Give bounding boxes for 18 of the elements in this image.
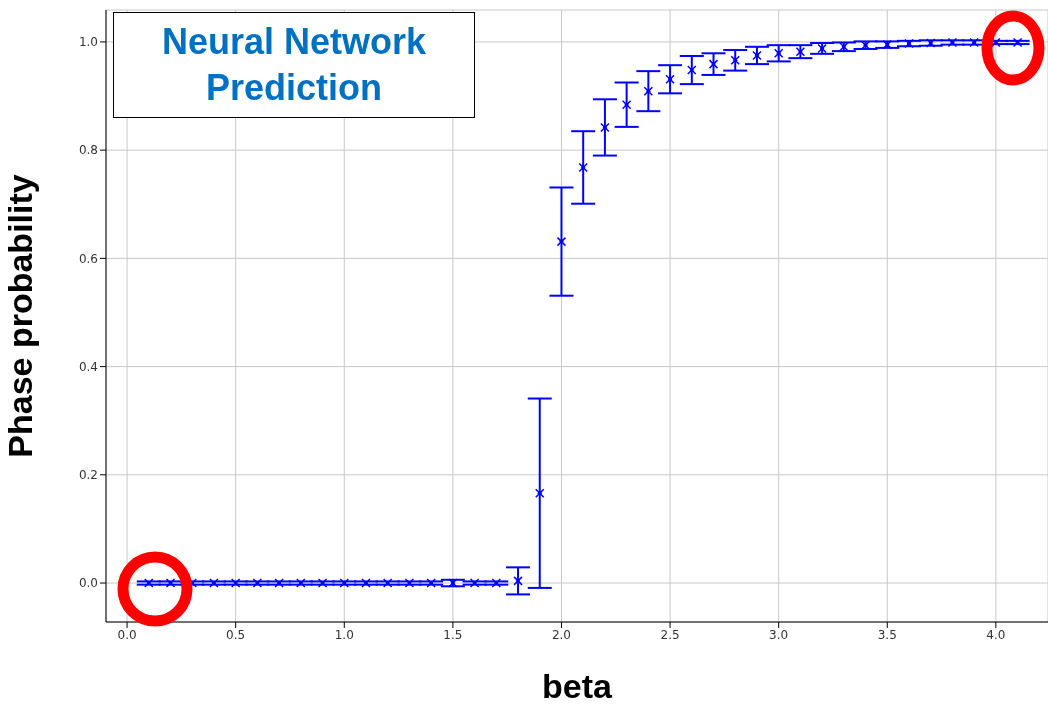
y-tick-label: 0.4	[78, 359, 98, 374]
x-tick-label: 2.0	[551, 627, 572, 642]
x-tick-label: 2.5	[660, 627, 680, 642]
x-tick-label: 4.0	[986, 627, 1006, 642]
y-tick-label: 1.0	[78, 35, 98, 50]
annotation: Neural Network Prediction	[113, 12, 475, 118]
x-tick-label: 3.0	[769, 627, 789, 642]
x-tick-label: 1.5	[443, 627, 463, 642]
x-tick-label: 3.5	[877, 627, 897, 642]
y-tick-label: 0.6	[78, 251, 98, 266]
y-tick-label: 0.2	[78, 468, 98, 483]
x-tick-label: 0.0	[117, 627, 137, 642]
x-tick-label: 1.0	[334, 627, 354, 642]
y-tick-label: 0.8	[78, 143, 98, 158]
x-axis-title: beta	[542, 667, 614, 705]
x-tick-label: 0.5	[226, 627, 246, 642]
y-axis-title: Phase probability	[1, 174, 40, 458]
y-tick-label: 0.0	[78, 576, 98, 591]
